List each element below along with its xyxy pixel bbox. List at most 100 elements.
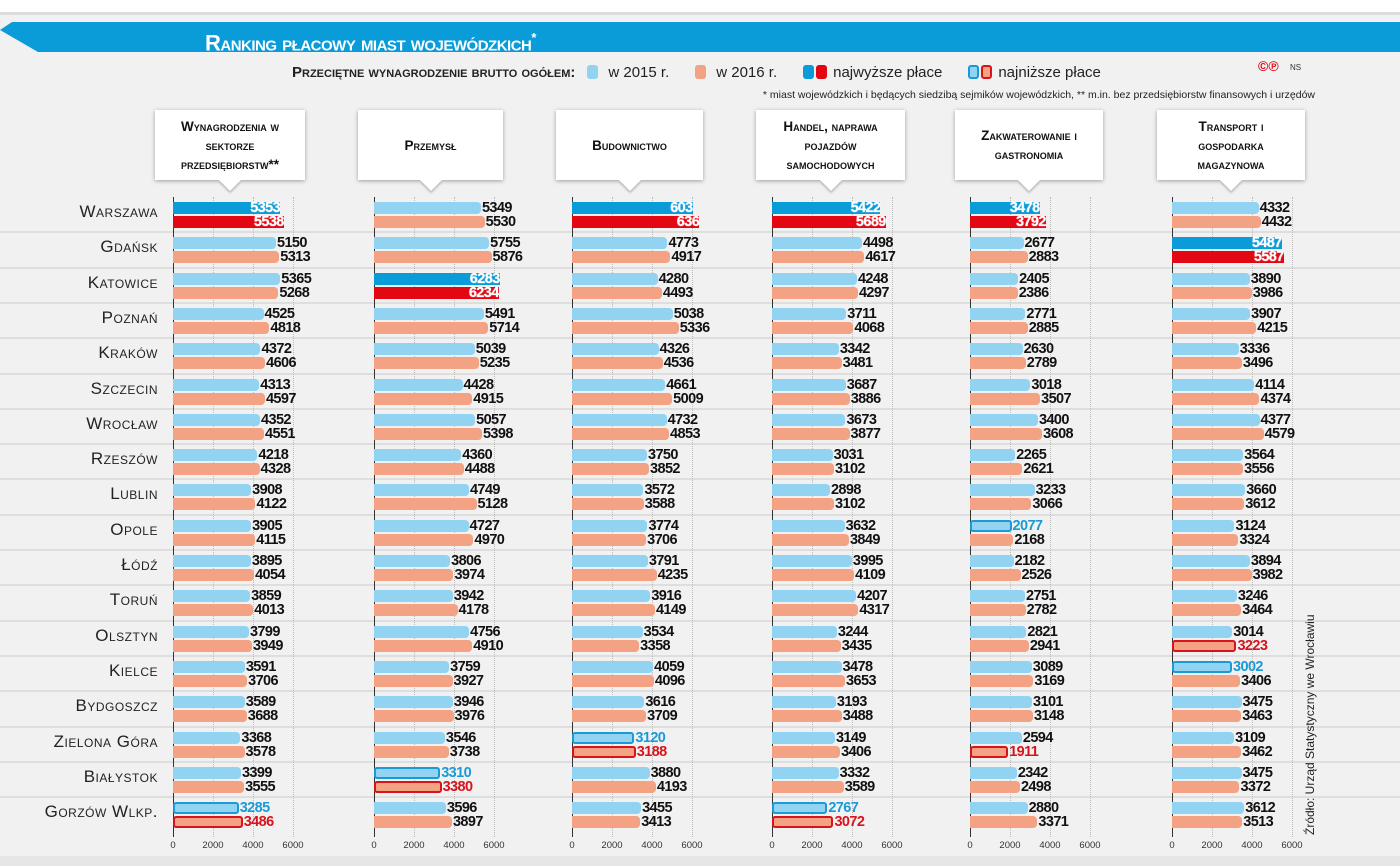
value-label: 3513 (1243, 814, 1274, 831)
bar-y2016-wrocław (1172, 427, 1264, 440)
bar-y2015-gorzów-wlkp- (572, 802, 642, 815)
value-label: 4915 (473, 390, 504, 407)
value-label: 3949 (252, 637, 283, 654)
value-label: 5755 (490, 235, 520, 252)
row-separator (0, 266, 1400, 269)
bar-y2016-rzeszów (374, 463, 464, 476)
value-label: 3578 (245, 743, 276, 760)
bar-y2015-białystok (572, 766, 650, 779)
value-label: 4488 (464, 461, 495, 478)
value-label: 2751 (1026, 588, 1056, 605)
bar-y2016-bydgoszcz (970, 710, 1033, 723)
bar-y2016-kielce (173, 674, 248, 687)
value-label: 5038 (673, 305, 704, 322)
bar-y2015-szczecin (572, 378, 666, 391)
bar-y2016-warszawa (772, 216, 886, 228)
copyright-mark: ©℗ (1258, 58, 1279, 74)
bar-y2015-łódź (772, 555, 852, 567)
bar-y2016-opole (772, 533, 849, 546)
bar-y2015-wrocław (374, 413, 476, 426)
gridline (1010, 197, 1011, 837)
value-label: 2526 (1021, 567, 1052, 583)
row-separator (0, 372, 1400, 375)
value-label: 4248 (857, 270, 888, 287)
value-label: 3413 (641, 814, 672, 831)
bar-y2016-wrocław (572, 427, 670, 440)
bar-y2016-zielona-góra (572, 745, 636, 758)
bar-y2016-olsztyn (970, 639, 1029, 652)
bar-y2015-szczecin (374, 378, 463, 391)
bar-y2015-poznań (572, 307, 673, 320)
bar-y2016-toruń (1172, 604, 1242, 617)
bar-y2016-rzeszów (572, 463, 650, 476)
bar-y2015-kraków (572, 343, 659, 356)
value-label: 5235 (479, 355, 510, 372)
city-label: Toruń (109, 590, 158, 610)
row-separator (0, 654, 1400, 657)
bar-y2015-bydgoszcz (772, 696, 836, 709)
value-label: 4096 (654, 672, 685, 689)
panel-header: Przemysł (358, 110, 503, 180)
bar-y2016-gorzów-wlkp- (1172, 816, 1243, 829)
value-label: 3792 (1015, 214, 1046, 230)
bar-y2016-kielce (772, 674, 846, 687)
value-label: 3706 (248, 672, 278, 689)
value-label: 2386 (1018, 284, 1049, 301)
x-tick-label: 0 (769, 840, 775, 851)
bar-y2015-toruń (772, 590, 857, 603)
bar-y2015-gdańsk (572, 237, 668, 250)
value-label: 3109 (1235, 729, 1266, 746)
value-label: 5349 (481, 200, 512, 216)
value-label: 4910 (473, 637, 504, 654)
value-label: 3706 (647, 531, 677, 548)
bar-y2016-gdańsk (173, 251, 280, 264)
bar-y2015-białystok (1172, 766, 1242, 779)
legend-item: najwyższe płace (803, 64, 942, 81)
gridline (852, 197, 853, 837)
x-tick-label: 4000 (443, 840, 465, 851)
x-tick-label: 0 (170, 840, 176, 851)
value-label: 3895 (251, 553, 282, 569)
value-label: 3927 (453, 672, 484, 689)
value-label: 3475 (1242, 764, 1273, 781)
x-tick-label: 4000 (1241, 840, 1263, 851)
bar-y2016-toruń (970, 604, 1026, 617)
value-label: 3799 (249, 623, 280, 640)
city-label: Zielona Góra (53, 731, 158, 751)
value-label: 4606 (266, 355, 296, 372)
bar-y2016-opole (173, 533, 256, 546)
legend-swatch (816, 65, 828, 79)
value-label: 5009 (673, 390, 704, 407)
value-label: 3406 (1241, 672, 1271, 689)
bar-y2016-kraków (1172, 357, 1242, 370)
value-label: 3673 (846, 411, 877, 428)
value-label: 3908 (252, 482, 283, 499)
row-separator (0, 549, 1400, 551)
value-label: 3759 (450, 658, 481, 675)
value-label: 3916 (651, 588, 682, 605)
value-label: 3591 (245, 658, 276, 675)
bar-y2015-katowice (374, 272, 500, 285)
value-label: 3372 (1240, 778, 1271, 795)
panel-title: Transport i gospodarka magazynowa (1197, 118, 1265, 172)
value-label: 3464 (1242, 602, 1273, 619)
value-label: 3399 (241, 764, 272, 781)
bar-y2015-kraków (970, 343, 1023, 356)
bar-y2016-opole (374, 533, 474, 546)
value-label: 4218 (258, 447, 289, 464)
value-label: 3223 (1237, 637, 1268, 654)
value-label: 5313 (280, 249, 311, 266)
value-label: 5876 (492, 249, 523, 266)
bar-y2015-łódź (173, 555, 251, 567)
bar-y2016-łódź (374, 569, 454, 581)
bar-y2016-lublin (374, 498, 477, 511)
bar-y2016-zielona-góra (374, 745, 449, 758)
city-label: Kielce (108, 660, 158, 680)
bar-y2016-białystok (173, 780, 245, 793)
value-label: 3124 (1235, 517, 1266, 534)
value-label: 4068 (854, 319, 885, 336)
x-tick-label: 2000 (1201, 840, 1223, 851)
value-label: 3368 (241, 729, 272, 746)
bar-y2016-kraków (374, 357, 479, 370)
bar-y2016-białystok (970, 780, 1020, 793)
